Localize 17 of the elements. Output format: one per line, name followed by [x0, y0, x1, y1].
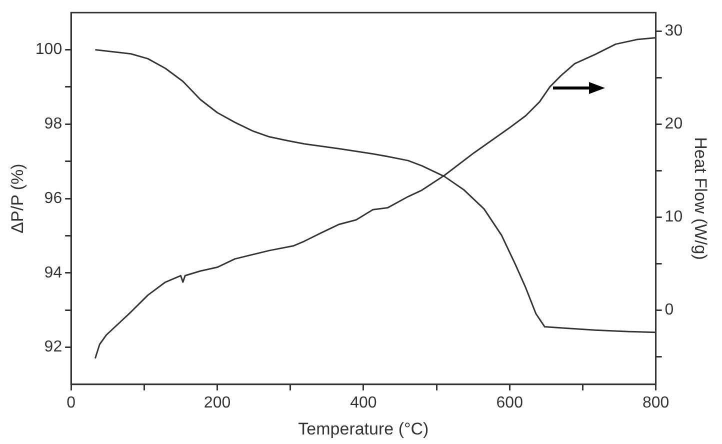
x-axis-title: Temperature (°C) [298, 419, 429, 438]
y-tick-label: 100 [35, 41, 62, 58]
y2-tick-label: 20 [664, 116, 683, 133]
x-tick-label: 0 [66, 394, 76, 412]
y2-axis-title: Heat Flow (W/g) [691, 137, 710, 260]
y-tick-label: 92 [44, 338, 62, 356]
x-tick-label: 800 [642, 394, 670, 412]
y2-tick-label: 30 [664, 22, 683, 40]
y2-tick-label: 10 [664, 208, 683, 226]
x-tick-label: 600 [496, 394, 524, 412]
y-axis-title: ΔP/P (%) [8, 164, 27, 234]
y-tick-label: 96 [44, 190, 62, 207]
x-tick-label: 200 [204, 394, 231, 412]
y-tick-label: 94 [44, 264, 62, 282]
y2-tick-label: 0 [664, 301, 674, 318]
x-tick-label: 400 [350, 394, 377, 412]
y-tick-label: 98 [44, 116, 62, 133]
